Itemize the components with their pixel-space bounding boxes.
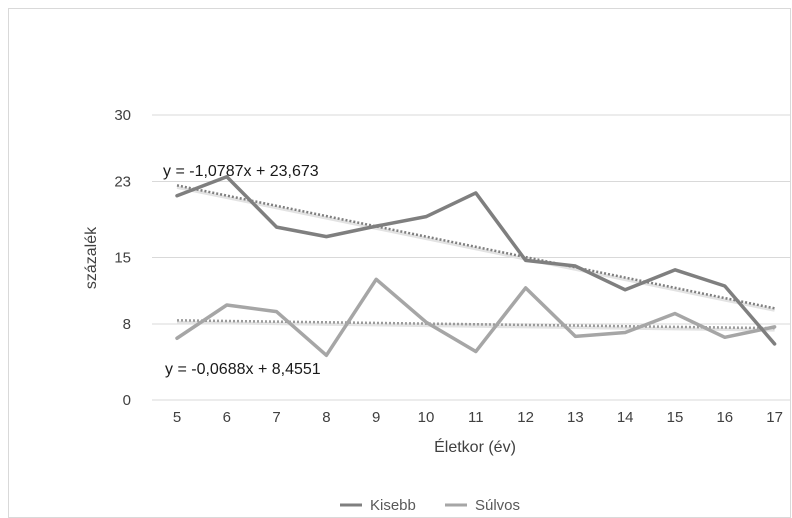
legend: Kisebb Súlvos — [340, 497, 520, 510]
y-tick-label: 0 — [123, 392, 131, 409]
y-tick-labels: 0 8 15 23 30 — [114, 107, 131, 409]
x-tick-label: 16 — [716, 409, 733, 426]
legend-label-kisebb: Kisebb — [370, 497, 416, 510]
x-tick-label: 9 — [372, 409, 380, 426]
x-axis-label: Életkor (év) — [434, 437, 516, 456]
trendline-shadow-1 — [176, 320, 775, 332]
legend-label-sulvos: Súlvos — [475, 497, 520, 510]
x-tick-label: 12 — [517, 409, 534, 426]
x-tick-label: 5 — [173, 409, 181, 426]
x-tick-label: 6 — [223, 409, 231, 426]
series-line-1 — [175, 277, 777, 358]
trendline-equation-sulvos: y = -0,0688x + 8,4551 — [165, 361, 321, 378]
x-tick-label: 7 — [272, 409, 280, 426]
x-tick-label: 10 — [418, 409, 435, 426]
gridlines — [152, 114, 790, 401]
x-tick-label: 14 — [617, 409, 634, 426]
x-tick-label: 15 — [667, 409, 684, 426]
y-tick-label: 8 — [123, 316, 131, 333]
trendline-0 — [176, 184, 775, 310]
trendline-equation-kisebb: y = -1,0787x + 23,673 — [163, 163, 319, 180]
trendline-shadow-0 — [176, 185, 775, 312]
x-tick-label: 8 — [322, 409, 330, 426]
y-tick-label: 30 — [114, 107, 131, 124]
x-tick-labels: 5 6 7 8 9 10 11 12 13 14 15 16 17 — [173, 409, 783, 426]
chart-frame — [8, 8, 791, 518]
y-tick-label: 15 — [114, 250, 131, 267]
x-tick-label: 17 — [766, 409, 783, 426]
x-tick-label: 13 — [567, 409, 584, 426]
series-line-0 — [175, 175, 777, 346]
x-tick-label: 11 — [468, 409, 484, 426]
y-axis-label: százalék — [83, 226, 100, 289]
series-lines — [175, 175, 777, 358]
trendlines — [176, 184, 775, 332]
y-tick-label: 23 — [114, 174, 131, 191]
